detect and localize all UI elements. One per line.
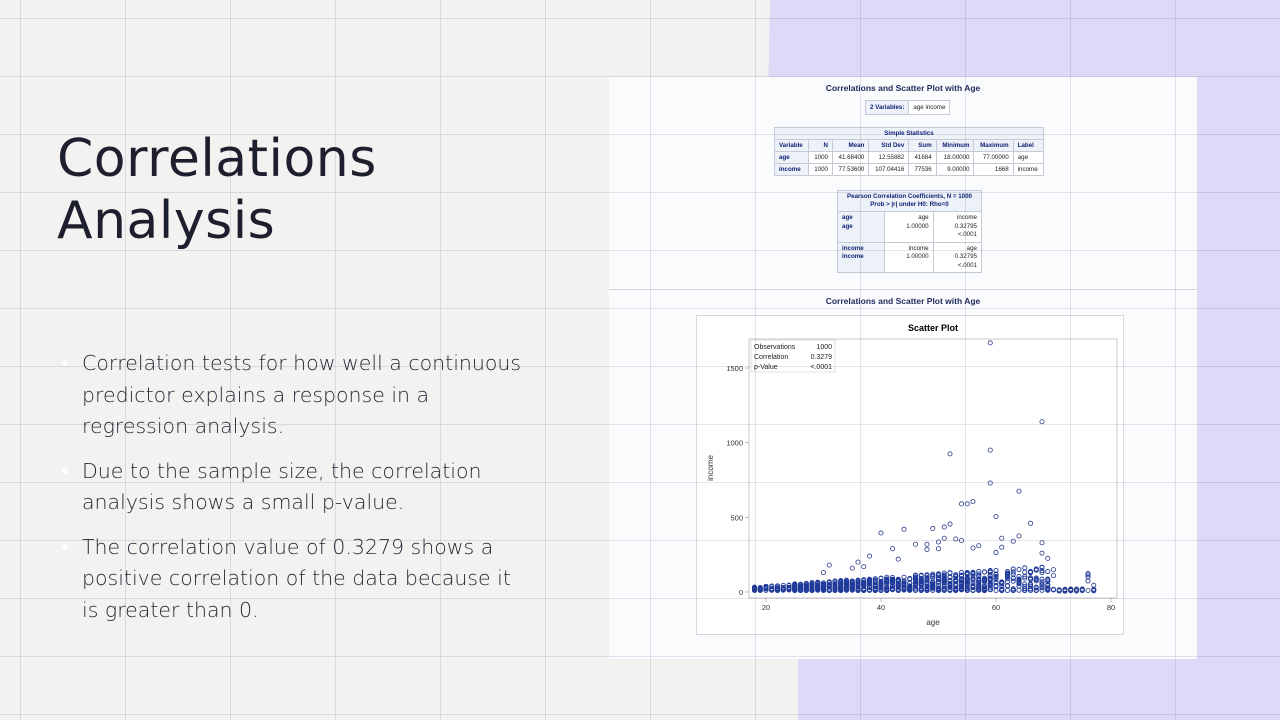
cell: age — [966, 244, 977, 252]
bullet-list: Correlation tests for how well a continu… — [62, 348, 522, 639]
cell: 18.00000 — [935, 151, 975, 164]
cell: age — [1012, 151, 1045, 164]
cell: income — [1012, 163, 1045, 176]
row-header: income — [842, 253, 864, 260]
scatter-plot-svg: Scatter Plot 0 500 1000 1500 20 40 60 80 age i… — [706, 323, 1118, 627]
svg-text:Correlation: Correlation — [754, 354, 788, 361]
svg-text:80: 80 — [1107, 603, 1115, 612]
col-header: N — [808, 139, 833, 152]
bullet-item: Correlation tests for how well a continu… — [62, 348, 522, 443]
simple-statistics-caption: Simple Statistics — [774, 127, 1044, 140]
slide-title: Correlations Analysis — [57, 128, 377, 252]
x-axis-label: age — [926, 618, 940, 627]
svg-text:60: 60 — [992, 603, 1000, 612]
sas-section-title: Correlations and Scatter Plot with Age — [825, 296, 981, 306]
plot-frame — [748, 338, 1118, 599]
cell: 0.32795 — [954, 253, 977, 260]
svg-text:<.0001: <.0001 — [810, 364, 832, 371]
cell: <.0001 — [957, 261, 977, 269]
cell: 41684 — [908, 151, 937, 164]
col-header: Variable — [773, 139, 810, 152]
table-row: income 1000 77.53600 107.04416 77536 9.0… — [773, 163, 1045, 176]
row-header: income — [842, 244, 864, 252]
col-header: Mean — [831, 139, 870, 152]
pearson-caption-line-2: Prob > |r| under H0: Rho=0 — [870, 201, 949, 208]
cell: 77.00000 — [973, 151, 1014, 164]
data-points — [751, 340, 1097, 594]
svg-text:0: 0 — [739, 588, 743, 597]
table-header-row: Variable N Mean Std Dev Sum Minimum Maxi… — [773, 139, 1045, 152]
y-axis-label: income — [706, 455, 715, 481]
svg-text:40: 40 — [877, 603, 885, 612]
svg-text:20: 20 — [762, 603, 770, 612]
svg-text:p-Value: p-Value — [754, 364, 778, 371]
cell: age — [918, 214, 929, 221]
cell: 107.04416 — [868, 163, 910, 176]
section-divider — [609, 289, 1197, 290]
variables-value: age income — [913, 104, 946, 111]
col-header: Std Dev — [868, 139, 910, 152]
cell: 77.53600 — [831, 163, 870, 176]
y-axis: 0 500 1000 1500 — [726, 364, 749, 597]
pearson-correlation-table: Pearson Correlation Coefficients, N = 10… — [836, 190, 983, 273]
svg-text:500: 500 — [730, 513, 743, 522]
svg-text:Observations: Observations — [754, 344, 796, 351]
cell: 1.00000 — [906, 222, 929, 230]
col-header: Sum — [908, 139, 937, 152]
cell: 1668 — [973, 163, 1014, 176]
cell: 77536 — [908, 163, 937, 176]
variables-label: 2 Variables: — [866, 101, 910, 114]
svg-text:1000: 1000 — [726, 439, 743, 448]
table-row: income income income 1.00000 age 0.32795… — [836, 241, 983, 273]
stats-inset: Observations 1000 Correlation 0.3279 p-Value… — [750, 339, 836, 373]
cell: income — [957, 214, 977, 221]
cell: 1.00000 — [906, 253, 929, 260]
cell: 12.55882 — [868, 151, 910, 164]
svg-text:1000: 1000 — [816, 344, 832, 351]
slide-title-line-2: Analysis — [57, 191, 276, 251]
row-header: age — [773, 151, 810, 164]
col-header: Maximum — [973, 139, 1014, 152]
simple-statistics-table: Simple Statistics Variable N Mean Std De… — [773, 127, 1045, 176]
svg-text:1500: 1500 — [726, 364, 743, 373]
svg-text:0.3279: 0.3279 — [811, 354, 833, 361]
cell: income — [908, 244, 929, 252]
slide-title-line-1: Correlations — [57, 129, 377, 189]
sas-output-image: Correlations and Scatter Plot with Age 2… — [609, 77, 1197, 659]
variables-box: 2 Variables: age income — [865, 100, 951, 115]
row-header: age — [842, 222, 853, 230]
scatter-plot: Scatter Plot 0 500 1000 1500 20 40 60 80 age i… — [696, 315, 1124, 635]
cell: <.0001 — [957, 231, 977, 238]
table-row: age age age 1.00000 income 0.32795 <.000… — [836, 211, 983, 243]
col-header: Minimum — [935, 139, 975, 152]
row-header: age — [842, 214, 853, 221]
col-header: Label — [1012, 139, 1045, 152]
x-axis: 20 40 60 80 — [762, 598, 1115, 612]
bullet-item: The correlation value of 0.3279 shows a … — [62, 532, 522, 627]
cell: 41.68400 — [831, 151, 870, 164]
cell: 1000 — [808, 163, 833, 176]
row-header: income — [773, 163, 810, 176]
cell: 1000 — [808, 151, 833, 164]
table-row: age 1000 41.68400 12.55882 41684 18.0000… — [773, 151, 1045, 164]
decorative-purple-shape-right — [1196, 0, 1280, 720]
decorative-purple-shape-bottom — [798, 658, 1280, 720]
pearson-caption: Pearson Correlation Coefficients, N = 10… — [837, 190, 982, 212]
chart-title: Scatter Plot — [908, 323, 958, 333]
sas-section-title: Correlations and Scatter Plot with Age — [825, 83, 981, 93]
cell: 9.00000 — [935, 163, 975, 176]
pearson-caption-line-1: Pearson Correlation Coefficients, N = 10… — [847, 193, 972, 200]
cell: 0.32795 — [954, 222, 977, 230]
bullet-item: Due to the sample size, the correlation … — [62, 456, 522, 519]
